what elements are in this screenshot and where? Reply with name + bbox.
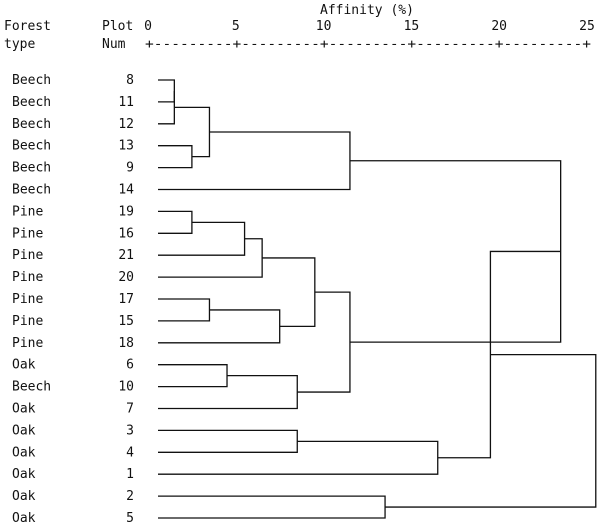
plot-number-label: 12	[118, 117, 134, 132]
cluster-link	[158, 495, 386, 519]
forest-type-label: Beech	[12, 73, 51, 88]
plot-number-label: 21	[118, 248, 134, 263]
header: Forest type Plot Num Affinity (%) +-----…	[4, 3, 591, 52]
axis-tick-label: 10	[316, 19, 332, 34]
plot-number-label: 5	[126, 511, 134, 524]
forest-type-header-line2: type	[4, 37, 35, 52]
forest-type-label: Oak	[12, 358, 36, 373]
forest-type-label: Oak	[12, 402, 36, 417]
plot-number-label: 20	[118, 270, 134, 285]
plot-number-label: 16	[118, 226, 134, 241]
forest-type-label: Oak	[12, 423, 36, 438]
cluster-link	[158, 79, 175, 103]
plot-number-label: 19	[118, 204, 134, 219]
plot-number-label: 2	[126, 489, 134, 504]
forest-type-label: Pine	[12, 336, 43, 351]
plot-number-label: 4	[126, 445, 134, 460]
forest-type-label: Pine	[12, 248, 43, 263]
plot-number-label: 7	[126, 402, 134, 417]
axis-tick-label: 15	[404, 19, 420, 34]
plot-number-label: 6	[126, 358, 134, 373]
cluster-link	[262, 257, 316, 328]
forest-type-label: Pine	[12, 226, 43, 241]
axis-tick-label: 25	[579, 19, 595, 34]
plot-number-label: 8	[126, 73, 134, 88]
axis-tick-label: 5	[232, 19, 240, 34]
cluster-link	[158, 364, 228, 388]
cluster-link	[158, 309, 281, 344]
cluster-link	[158, 131, 351, 191]
forest-type-label: Oak	[12, 489, 36, 504]
plot-number-label: 11	[118, 95, 134, 110]
axis-tick-label: 20	[491, 19, 507, 34]
cluster-link	[297, 291, 351, 393]
forest-type-label: Pine	[12, 204, 43, 219]
forest-type-label: Beech	[12, 139, 51, 154]
plot-number-label: 3	[126, 423, 134, 438]
axis-ruler: +---------+---------+---------+---------…	[145, 37, 591, 52]
forest-type-label: Pine	[12, 314, 43, 329]
cluster-link	[385, 353, 597, 508]
forest-type-header: Forest	[4, 19, 51, 34]
axis-title: Affinity (%)	[320, 3, 414, 18]
axis-tick-label: 0	[144, 19, 152, 34]
forest-type-label: Pine	[12, 270, 43, 285]
plot-number-label: 9	[126, 161, 134, 176]
forest-type-label: Beech	[12, 95, 51, 110]
plot-number-label: 13	[118, 139, 134, 154]
forest-type-label: Beech	[12, 183, 51, 198]
forest-type-label: Beech	[12, 161, 51, 176]
plot-number-label: 15	[118, 314, 134, 329]
forest-type-label: Beech	[12, 117, 51, 132]
forest-type-label: Oak	[12, 467, 36, 482]
cluster-link	[158, 145, 193, 169]
forest-type-label: Oak	[12, 445, 36, 460]
dendrogram-tree	[158, 79, 597, 519]
plot-number-label: 10	[118, 380, 134, 395]
cluster-link	[158, 221, 246, 256]
cluster-link	[158, 298, 211, 322]
plot-num-header: Plot	[102, 19, 133, 34]
plot-number-label: 18	[118, 336, 134, 351]
cluster-link	[158, 429, 298, 453]
plot-number-label: 14	[118, 183, 134, 198]
axis-tick-labels: 0 5 10 15 20 25	[144, 19, 595, 34]
cluster-link	[158, 90, 175, 125]
plot-number-label: 17	[118, 292, 134, 307]
forest-type-label: Pine	[12, 292, 43, 307]
forest-type-label: Beech	[12, 380, 51, 395]
cluster-link	[158, 210, 193, 234]
plot-num-header-line2: Num	[102, 37, 126, 52]
cluster-link	[158, 238, 263, 278]
plot-number-label: 1	[126, 467, 134, 482]
forest-type-label: Oak	[12, 511, 36, 524]
